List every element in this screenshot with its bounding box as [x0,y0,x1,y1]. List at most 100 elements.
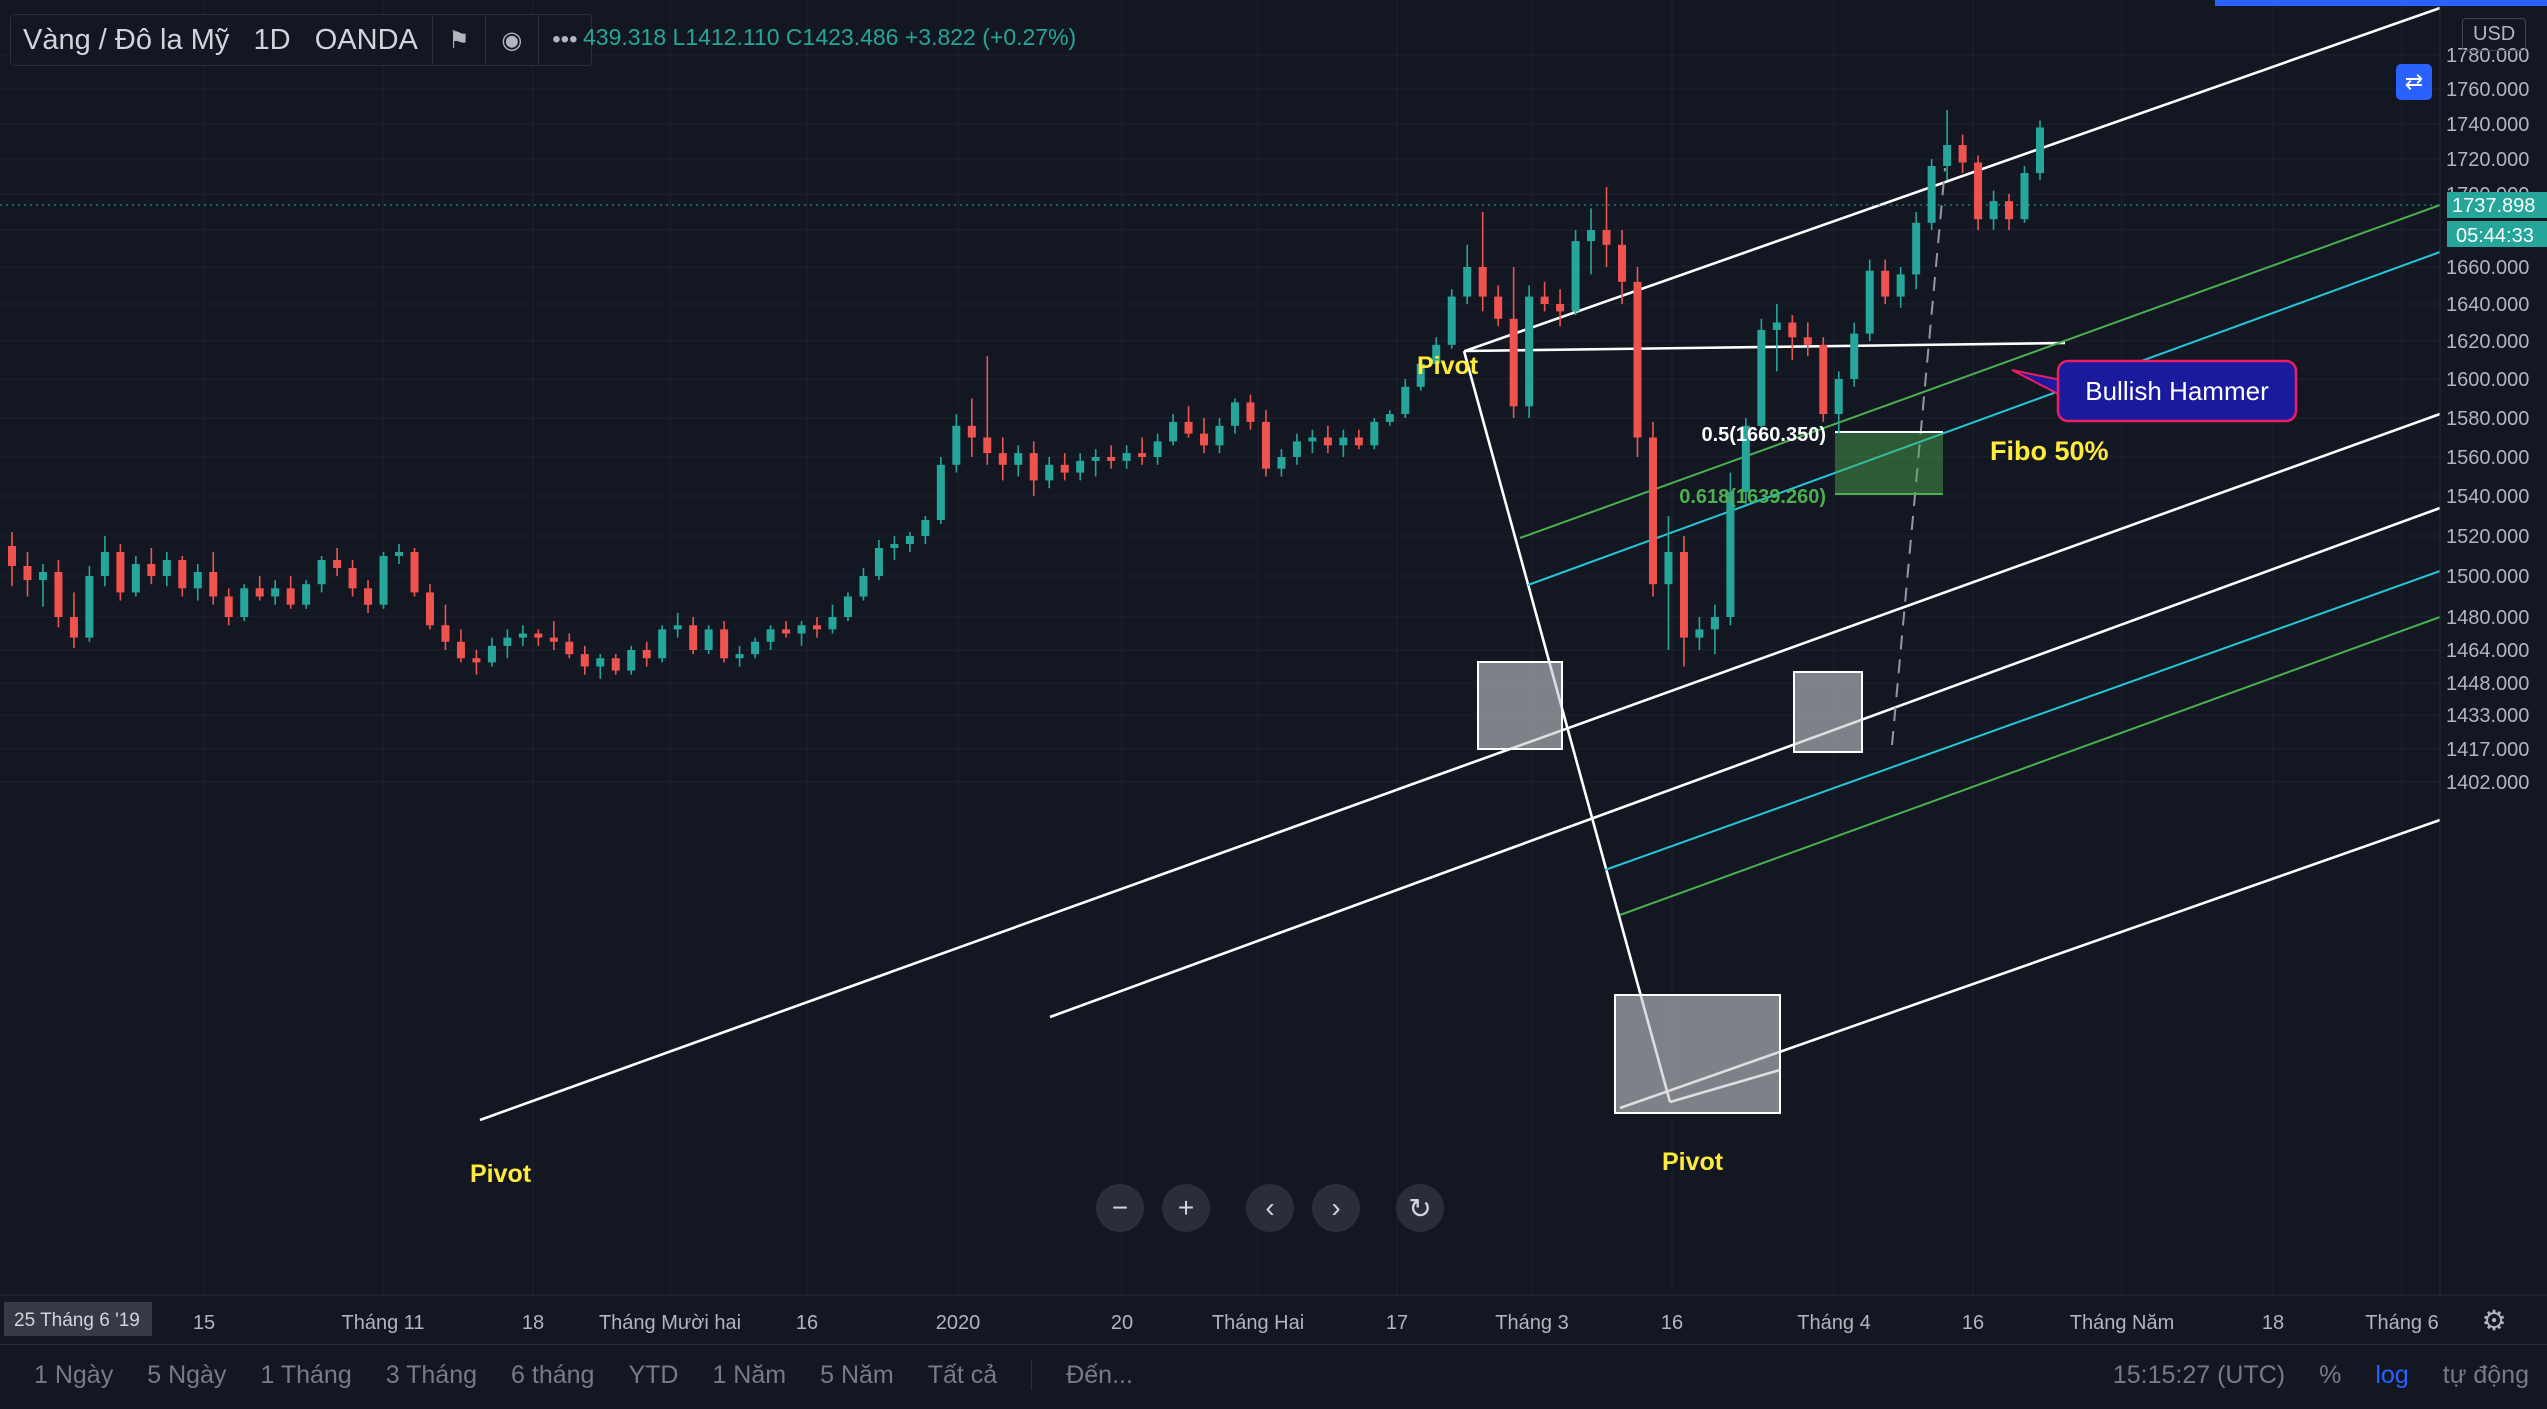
more-icon[interactable]: ••• [537,16,591,64]
candle-body [952,425,961,465]
candle-body [1788,322,1797,338]
time-tick-label: Tháng Hai [1212,1312,1304,1334]
price-tick-label: 1464.000 [2446,640,2529,662]
candle [890,536,899,560]
fibo-50-label: Fibo 50% [1990,436,2109,466]
candle [983,356,992,465]
goto-date-button[interactable]: Đến... [1066,1360,1133,1389]
candle [689,617,698,655]
candle-body [487,645,496,663]
candle [131,556,140,597]
candle [720,621,729,663]
range-all[interactable]: Tất cả [927,1360,998,1389]
currency-badge[interactable]: USD [2462,18,2527,51]
candle [534,629,543,646]
candle [751,637,760,659]
candle-body [627,650,636,671]
range-ytd[interactable]: YTD [628,1360,679,1389]
price-tick-label: 1448.000 [2446,673,2529,695]
candle [1664,516,1673,650]
candle-body [23,566,32,581]
candle [704,625,713,655]
eye-icon[interactable]: ◉ [484,16,538,64]
candle-body [843,596,852,617]
candle [193,564,202,601]
candle-body [1943,145,1952,166]
candle [69,592,78,648]
candle [23,552,32,597]
range-5y[interactable]: 5 Năm [820,1360,894,1389]
toolbar-divider [1031,1360,1033,1390]
candle [1014,445,1023,477]
candle [2005,194,2014,230]
candle [813,617,822,638]
candle [503,629,512,659]
candle [1587,208,1596,275]
log-toggle[interactable]: log [2375,1360,2409,1389]
candle-body [1014,453,1023,465]
symbol-title[interactable]: Vàng / Đô la Mỹ 1D OANDA [11,24,432,57]
candle [2020,166,2029,223]
candle [658,625,667,663]
candle-body [1648,437,1657,585]
candle [487,637,496,667]
candle-body [54,572,63,617]
candle [255,576,264,601]
candle [1772,304,1781,372]
sync-icon[interactable]: ⇄ [2396,64,2432,100]
candle [8,532,16,587]
candle-body [2036,127,2044,173]
candle [1416,356,1425,391]
candle-body [131,564,140,593]
countdown-badge [2447,221,2547,247]
candle [302,580,311,609]
candle [1865,259,1874,341]
candle [1122,445,1131,469]
candle [1447,289,1456,349]
candle-body [1710,617,1719,630]
range-5d[interactable]: 5 Ngày [147,1360,227,1389]
range-1d[interactable]: 1 Ngày [34,1360,114,1389]
flag-icon[interactable]: ⚑ [431,16,485,64]
candle-body [178,560,187,589]
utc-clock[interactable]: 15:15:27 (UTC) [2112,1360,2286,1389]
percent-toggle[interactable]: % [2319,1360,2342,1389]
candle [596,654,605,679]
hammer-callout-box [2056,359,2298,423]
time-tick-label: 20 [1111,1312,1133,1334]
range-6m[interactable]: 6 tháng [511,1360,595,1389]
range-3m[interactable]: 3 Tháng [385,1360,478,1389]
candle-body [1432,344,1441,364]
scroll-left-button[interactable]: ‹ [1246,1184,1294,1232]
candle-body [735,654,744,659]
candle [54,560,63,628]
ohlc-readout: 439.318 L1412.110 C1423.486 +3.822 (+0.2… [583,24,1077,50]
fib-zone [1835,432,1943,494]
candle [1912,212,1921,290]
scroll-right-button[interactable]: › [1312,1184,1360,1232]
bottom-toolbar: 1 Ngày 5 Ngày 1 Tháng 3 Tháng 6 tháng YT… [0,1344,2547,1405]
candle-body [240,588,249,617]
candle [905,532,914,552]
zoom-out-button[interactable]: − [1096,1184,1144,1232]
candle-body [936,464,945,520]
candle [1463,244,1472,304]
range-1m[interactable]: 1 Tháng [260,1360,352,1389]
candle [1354,429,1363,450]
candle [1494,285,1503,327]
candle [1091,449,1100,477]
price-tick-label: 1540.000 [2446,486,2529,508]
symbol-name: Vàng / Đô la Mỹ [23,23,230,56]
candle [1726,472,1735,626]
reset-icon[interactable]: ↻ [1396,1184,1444,1232]
candle [1803,322,1812,357]
candle [1045,457,1054,489]
zoom-in-button[interactable]: + [1162,1184,1210,1232]
interval-label[interactable]: 1D [253,23,291,56]
candle [410,548,419,597]
candle [1633,267,1642,457]
auto-toggle[interactable]: tự động [2442,1360,2529,1389]
range-1y[interactable]: 1 Năm [712,1360,787,1389]
